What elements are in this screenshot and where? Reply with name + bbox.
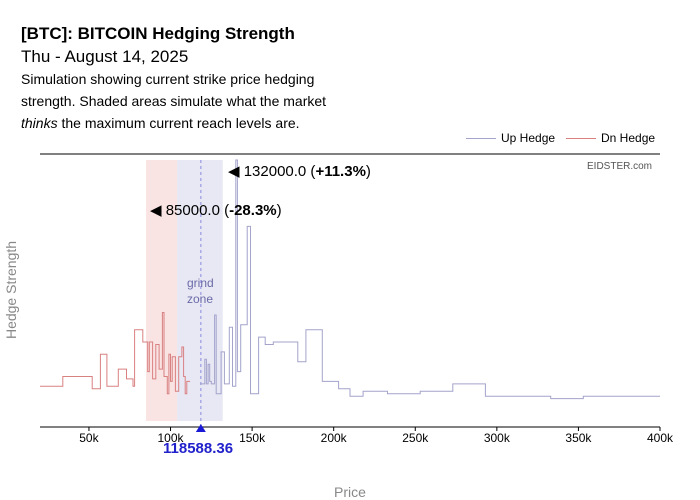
x-tick-label: 200k: [320, 431, 347, 445]
annotation-up-reach: ◀ 132000.0 (+11.3%): [228, 162, 371, 180]
series-line-up-hedge: [199, 159, 660, 400]
annotation-dn-reach: ◀ 85000.0 (-28.3%): [150, 201, 282, 219]
series-line-dn-hedge: [40, 312, 191, 395]
description-line-3: thinks the maximum current reach levels …: [21, 115, 300, 131]
watermark: EIDSTER.com: [587, 161, 653, 172]
x-tick-label: 100k: [157, 431, 184, 445]
legend-swatch-up: [466, 137, 496, 139]
annotation-up-suffix: ): [365, 163, 371, 180]
annotation-up-prefix: ◀ 132000.0 (: [228, 163, 316, 180]
legend-swatch-dn: [566, 137, 596, 139]
x-tick-label: 400k: [646, 431, 674, 445]
x-tick-label: 250k: [402, 431, 429, 445]
grind-zone-label: grind zone: [187, 275, 214, 307]
legend-label-dn: Dn Hedge: [601, 131, 656, 145]
annotation-dn-prefix: ◀ 85000.0 (: [150, 202, 230, 219]
legend-item-dn-hedge: Dn Hedge: [566, 131, 655, 145]
legend-item-up-hedge: Up Hedge: [466, 131, 555, 145]
chart-subtitle: Thu - August 14, 2025: [21, 47, 189, 66]
x-tick-label: 150k: [239, 431, 266, 445]
description-line-3-rest: the maximum current reach levels are.: [57, 115, 300, 131]
x-axis-label: Price: [334, 484, 366, 500]
current-price-marker: [195, 424, 206, 432]
description-emphasis: thinks: [21, 115, 58, 131]
chart-title: [BTC]: BITCOIN Hedging Strength: [21, 24, 295, 43]
x-tick-label: 300k: [483, 431, 510, 445]
y-axis-label: Hedge Strength: [3, 240, 19, 340]
annotation-dn-pct: -28.3%: [229, 202, 277, 219]
annotation-dn-suffix: ): [276, 202, 282, 219]
legend-label-up: Up Hedge: [501, 131, 556, 145]
x-tick-label: 350k: [565, 431, 592, 445]
grind-zone-label-line-1: grind: [187, 276, 214, 290]
grind-zone-label-line-2: zone: [187, 292, 214, 306]
annotation-up-pct: +11.3%: [315, 163, 366, 180]
x-tick-label: 50k: [79, 431, 99, 445]
description-line-2: strength. Shaded areas simulate what the…: [21, 93, 327, 109]
grind-zone-shade: [177, 160, 223, 421]
description-line-1: Simulation showing current strike price …: [21, 71, 315, 87]
current-price-label: 118588.36: [163, 440, 234, 457]
